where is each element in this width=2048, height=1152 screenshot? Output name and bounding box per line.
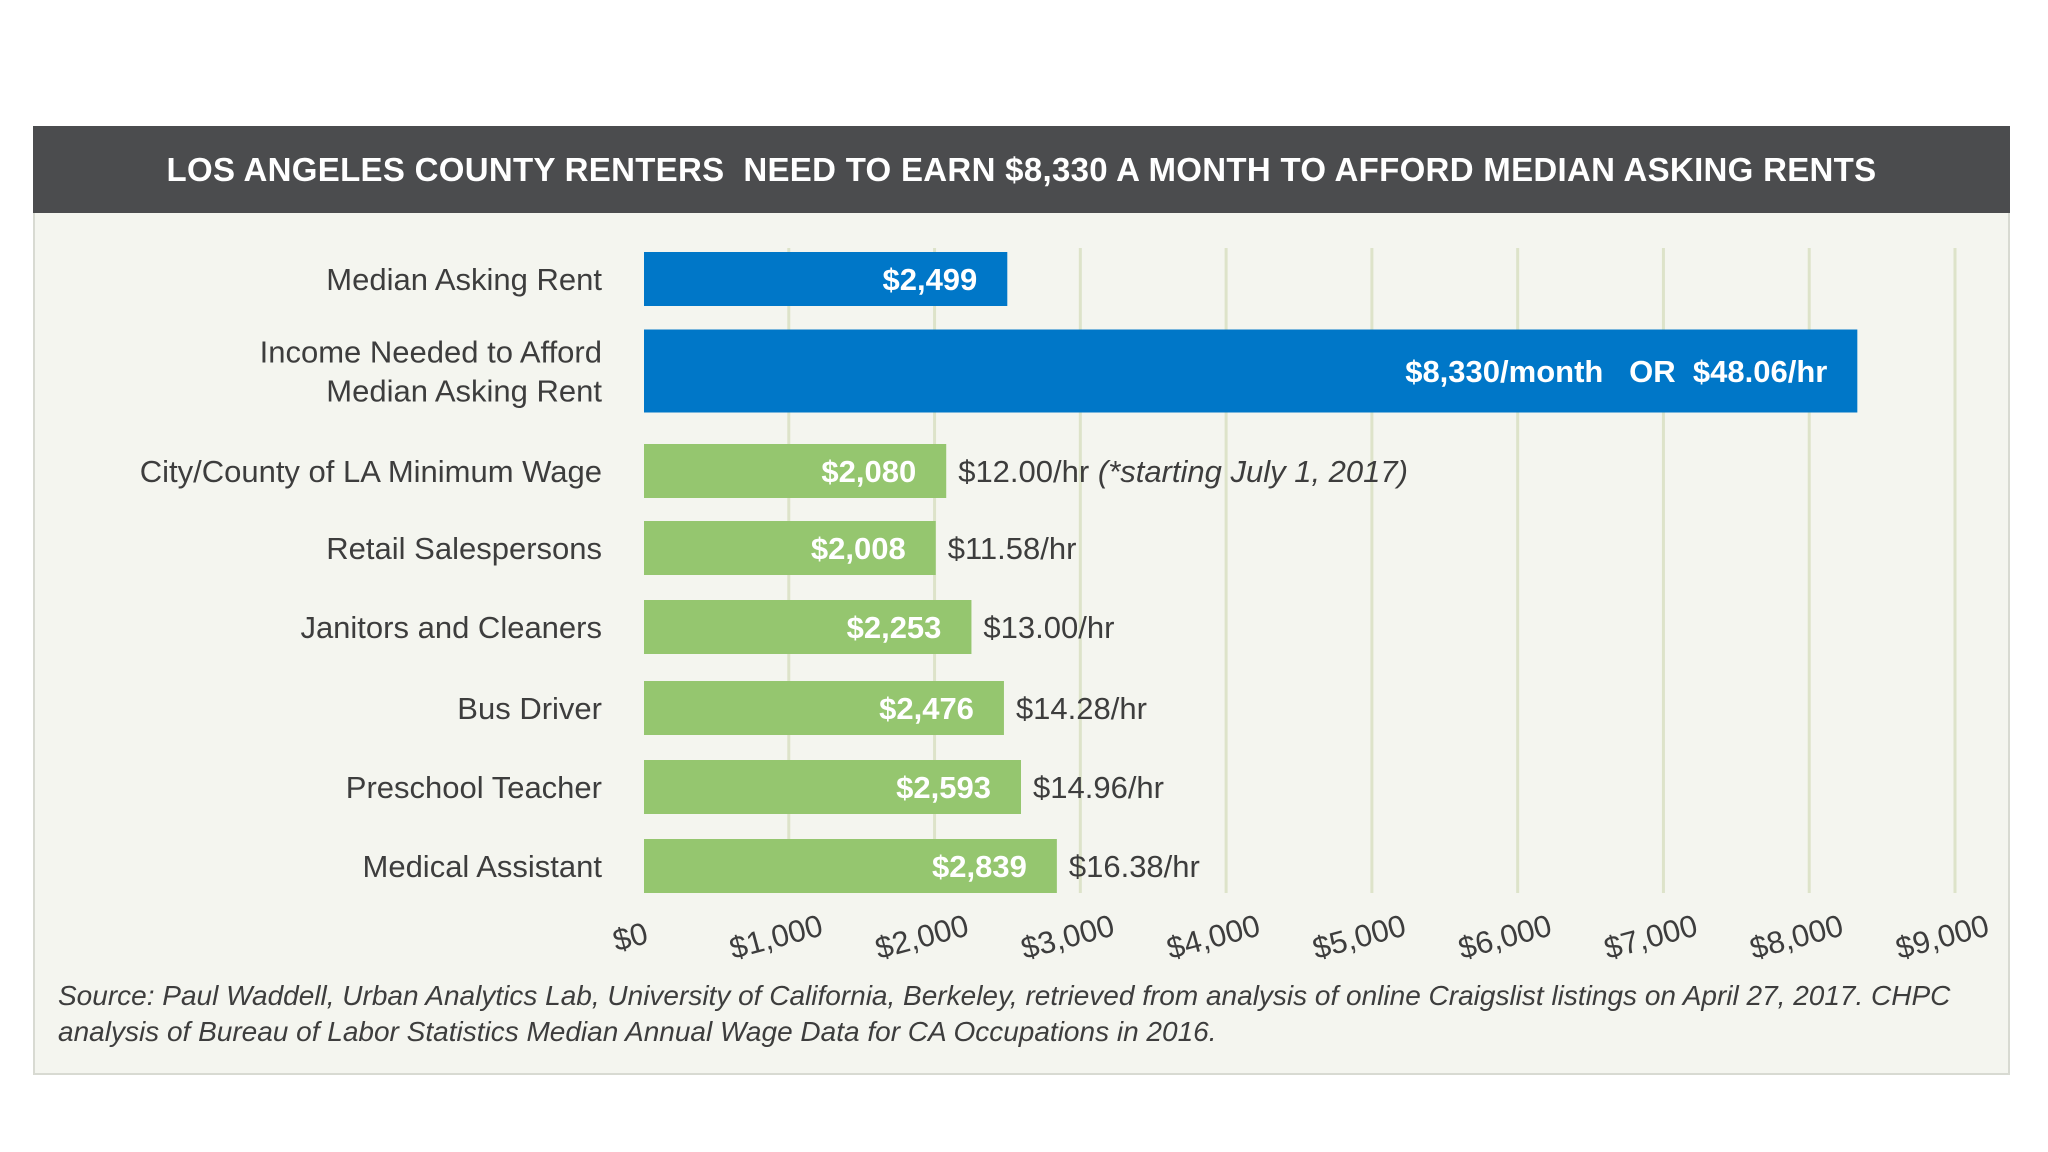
x-tick-label: $9,000 — [1892, 908, 1993, 966]
bar-value-label: $2,839 — [932, 849, 1027, 884]
category-label: Income Needed to Afford — [260, 335, 602, 370]
x-tick-label: $7,000 — [1600, 908, 1701, 966]
bar — [644, 329, 1858, 413]
chart-panel — [33, 126, 2010, 1075]
bar-value-label: $2,080 — [821, 454, 916, 489]
hourly-wage-label: $13.00/hr — [983, 610, 1114, 645]
category-label: Median Asking Rent — [326, 374, 602, 409]
bar — [644, 839, 1057, 893]
hourly-wage-label: $12.00/hr (*starting July 1, 2017) — [958, 454, 1408, 489]
bar-value-label: $8,330/month OR $48.06/hr — [1405, 354, 1827, 389]
hourly-wage-label: $14.28/hr — [1016, 691, 1147, 726]
x-tick-label: $2,000 — [872, 908, 973, 966]
category-labels: Median Asking Rent Income Needed to Affor… — [140, 262, 603, 884]
bar-value-label: $2,253 — [847, 610, 942, 645]
x-tick-label: $0 — [609, 915, 651, 958]
hourly-note: (*starting July 1, 2017) — [1098, 454, 1408, 489]
hourly-wage-label: $11.58/hr — [948, 531, 1077, 566]
category-label: Preschool Teacher — [346, 770, 602, 805]
bar-value-label: $2,593 — [896, 770, 991, 805]
hourly-wage-label: $16.38/hr — [1069, 849, 1200, 884]
bar — [644, 444, 947, 498]
category-label: Medical Assistant — [363, 849, 603, 884]
x-tick-label: $3,000 — [1017, 908, 1118, 966]
bar — [644, 252, 1008, 306]
chart-title: LOS ANGELES COUNTY RENTERS NEED TO EARN … — [33, 126, 2010, 213]
hourly-wage-label: $14.96/hr — [1033, 770, 1164, 805]
bar — [644, 521, 936, 575]
bar — [644, 760, 1022, 814]
source-note: Source: Paul Waddell, Urban Analytics La… — [58, 980, 1951, 1047]
category-label: Bus Driver — [457, 691, 602, 726]
x-tick-label: $8,000 — [1746, 908, 1847, 966]
bars: $2,499 $8,330/month OR $48.06/hr $2,080 $12… — [644, 252, 1858, 893]
bar-value-label: $2,499 — [882, 262, 977, 297]
category-label: Retail Salespersons — [326, 531, 602, 566]
x-tick-label: $4,000 — [1163, 908, 1264, 966]
bar — [644, 681, 1004, 735]
bar-value-label: $2,008 — [811, 531, 906, 566]
category-label: Median Asking Rent — [326, 262, 602, 297]
category-label: Janitors and Cleaners — [300, 610, 602, 645]
bar — [644, 600, 972, 654]
bar-value-label: $2,476 — [879, 691, 974, 726]
category-label: City/County of LA Minimum Wage — [140, 454, 602, 489]
x-tick-label: $1,000 — [726, 908, 827, 966]
x-tick-label: $6,000 — [1455, 908, 1556, 966]
x-tick-label: $5,000 — [1309, 908, 1410, 966]
x-axis-ticks: $0 $1,000 $2,000 $3,000 $4,000 $5,000 $6,000 $7… — [609, 908, 1993, 966]
